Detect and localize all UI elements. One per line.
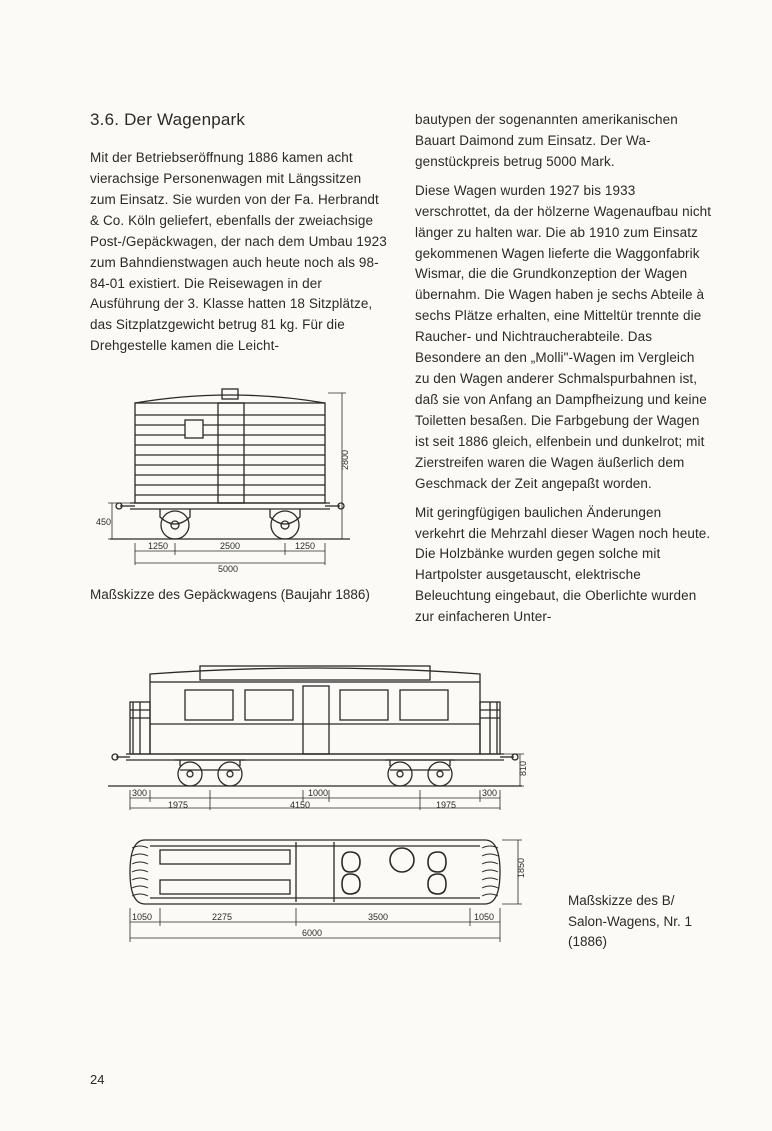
side-dim-1000: 1000	[308, 788, 328, 798]
side-dim-300-r: 300	[482, 788, 497, 798]
two-column-layout: 3.6. Der Wagenpark Mit der Betriebseröff…	[90, 110, 712, 628]
dim-2500: 2500	[220, 541, 240, 551]
salonwagen-drawings: 300 1975 1000 4150 1975 300 810	[90, 652, 550, 972]
figure-1-caption: Maßskizze des Gepäckwagens (Baujahr 1886…	[90, 585, 387, 605]
figure-2-caption: Maßskizze des B/ Salon-Wagens, Nr. 1 (18…	[568, 891, 712, 972]
plan-dim-1050-l: 1050	[132, 912, 152, 922]
side-dim-4150: 4150	[290, 800, 310, 810]
section-heading: 3.6. Der Wagenpark	[90, 110, 387, 130]
plan-dim-1050-r: 1050	[474, 912, 494, 922]
left-paragraph: Mit der Betriebseröffnung 1886 kamen ach…	[90, 148, 387, 357]
plan-dim-6000: 6000	[302, 928, 322, 938]
left-column: 3.6. Der Wagenpark Mit der Betriebseröff…	[90, 110, 387, 628]
salonwagen-svg: 300 1975 1000 4150 1975 300 810	[90, 652, 550, 972]
plan-dim-1850: 1850	[516, 858, 526, 878]
side-dim-1975-r: 1975	[436, 800, 456, 810]
right-column: bautypen der sogenannten amerikanischen …	[415, 110, 712, 628]
dim-450: 450	[96, 517, 111, 527]
figure-2-salonwagen: 300 1975 1000 4150 1975 300 810	[90, 652, 712, 972]
dim-1250-right: 1250	[295, 541, 315, 551]
right-paragraph-1: bautypen der sogenannten amerikanischen …	[415, 110, 712, 173]
figure-1-gepaeckwagen: 1250 2500 1250 5000 450 2800	[90, 375, 387, 575]
page: 3.6. Der Wagenpark Mit der Betriebseröff…	[0, 0, 772, 1131]
plan-dim-3500: 3500	[368, 912, 388, 922]
page-number: 24	[90, 1072, 104, 1087]
right-paragraph-2: Diese Wagen wurden 1927 bis 1933 verschr…	[415, 181, 712, 495]
side-dim-300-l: 300	[132, 788, 147, 798]
side-dim-1975-l: 1975	[168, 800, 188, 810]
plan-dim-2275: 2275	[212, 912, 232, 922]
gepaeckwagen-drawing: 1250 2500 1250 5000 450 2800	[90, 375, 370, 575]
right-paragraph-3: Mit geringfügigen baulichen Änderun­gen …	[415, 503, 712, 629]
side-dim-810: 810	[518, 761, 528, 776]
dim-1250-left: 1250	[148, 541, 168, 551]
dim-2800: 2800	[340, 450, 350, 470]
dim-5000: 5000	[218, 564, 238, 574]
